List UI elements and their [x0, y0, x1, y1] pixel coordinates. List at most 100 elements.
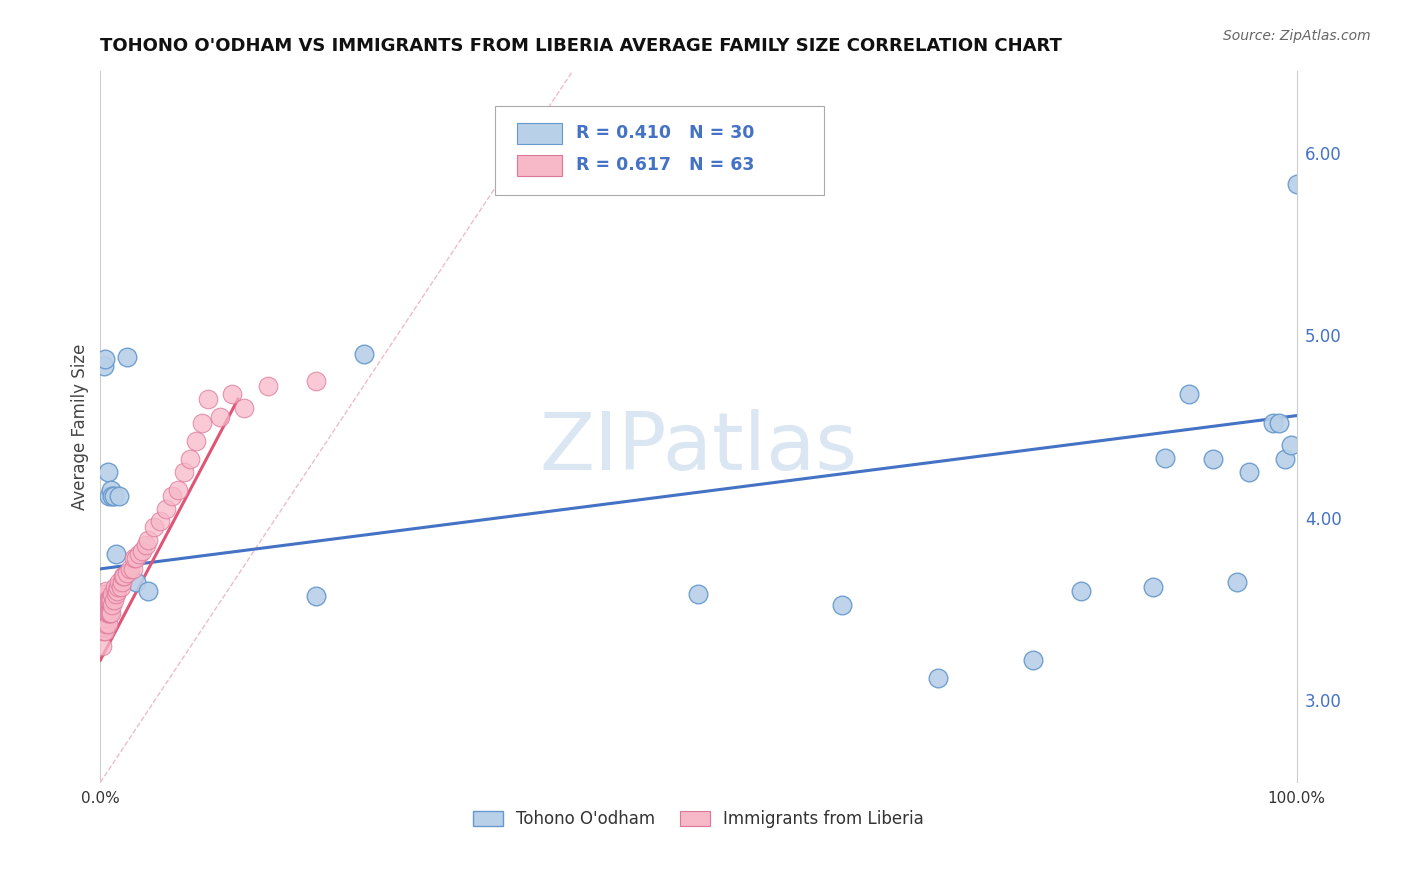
Point [104, 587, 127, 601]
Point [91, 593, 114, 607]
Point [100, 593, 122, 607]
Point [96, 606, 118, 620]
Point [221, 386, 243, 401]
Point [96, 616, 118, 631]
Point [1285, 177, 1308, 191]
Point [94, 587, 117, 601]
Point [1142, 580, 1164, 594]
FancyBboxPatch shape [516, 123, 562, 144]
Point [93, 359, 115, 374]
Point [91, 611, 114, 625]
Point [688, 587, 710, 601]
Point [191, 416, 214, 430]
Point [91, 602, 114, 616]
Point [101, 599, 124, 613]
Point [91, 624, 114, 638]
Point [305, 374, 328, 388]
Point [105, 583, 128, 598]
Point [94, 352, 117, 367]
Point [256, 379, 278, 393]
Point [93, 607, 115, 622]
Point [197, 392, 219, 407]
Point [96, 606, 118, 620]
Legend: Tohono O'odham, Immigrants from Liberia: Tohono O'odham, Immigrants from Liberia [465, 803, 931, 835]
Point [353, 346, 375, 360]
Point [103, 489, 125, 503]
Point [97, 593, 120, 607]
Point [90, 616, 112, 631]
Point [1237, 465, 1260, 479]
Point [149, 515, 172, 529]
Point [94, 599, 117, 613]
Point [120, 562, 142, 576]
Point [111, 574, 134, 589]
Text: R = 0.410   N = 30: R = 0.410 N = 30 [576, 124, 755, 143]
Point [121, 562, 143, 576]
Point [90, 639, 112, 653]
Point [97, 489, 120, 503]
Point [94, 611, 117, 625]
Point [104, 580, 127, 594]
Point [96, 593, 118, 607]
Point [103, 593, 125, 607]
Point [125, 574, 148, 589]
Point [136, 583, 159, 598]
Point [1154, 450, 1177, 465]
Point [1070, 583, 1092, 598]
Point [108, 574, 131, 589]
Point [232, 401, 254, 416]
Point [831, 599, 853, 613]
Point [184, 434, 207, 449]
Point [160, 489, 183, 503]
Point [94, 624, 117, 638]
Text: R = 0.617   N = 63: R = 0.617 N = 63 [576, 156, 755, 175]
Point [135, 538, 157, 552]
FancyBboxPatch shape [495, 106, 824, 195]
Point [108, 489, 131, 503]
Point [101, 489, 124, 503]
Point [104, 547, 127, 561]
Point [107, 580, 129, 594]
Point [131, 543, 153, 558]
Point [112, 569, 135, 583]
Point [1226, 574, 1249, 589]
Point [1279, 438, 1302, 452]
Point [1022, 653, 1045, 667]
Point [305, 589, 328, 603]
Point [1261, 416, 1284, 430]
Point [122, 550, 145, 565]
Point [179, 452, 201, 467]
Text: ZIPatlas: ZIPatlas [540, 409, 858, 487]
Point [93, 620, 115, 634]
Point [1274, 452, 1296, 467]
Point [93, 599, 115, 613]
Point [100, 483, 122, 498]
Point [98, 606, 121, 620]
Point [110, 580, 132, 594]
Point [115, 350, 138, 364]
Text: TOHONO O'ODHAM VS IMMIGRANTS FROM LIBERIA AVERAGE FAMILY SIZE CORRELATION CHART: TOHONO O'ODHAM VS IMMIGRANTS FROM LIBERI… [100, 37, 1062, 55]
Point [100, 606, 122, 620]
Point [1267, 416, 1289, 430]
Point [101, 587, 124, 601]
Point [115, 566, 138, 580]
Point [155, 501, 177, 516]
Point [1178, 386, 1201, 401]
Point [96, 616, 118, 631]
Point [173, 465, 195, 479]
Point [98, 593, 121, 607]
Point [208, 410, 231, 425]
Point [143, 520, 166, 534]
Point [93, 587, 115, 601]
Point [125, 550, 148, 565]
Point [96, 593, 118, 607]
Point [1202, 452, 1225, 467]
FancyBboxPatch shape [516, 154, 562, 176]
Text: Source: ZipAtlas.com: Source: ZipAtlas.com [1223, 29, 1371, 43]
Y-axis label: Average Family Size: Average Family Size [72, 343, 89, 509]
Point [927, 671, 949, 685]
Point [136, 533, 159, 547]
Point [167, 483, 190, 498]
Point [128, 547, 150, 561]
Point [97, 606, 120, 620]
